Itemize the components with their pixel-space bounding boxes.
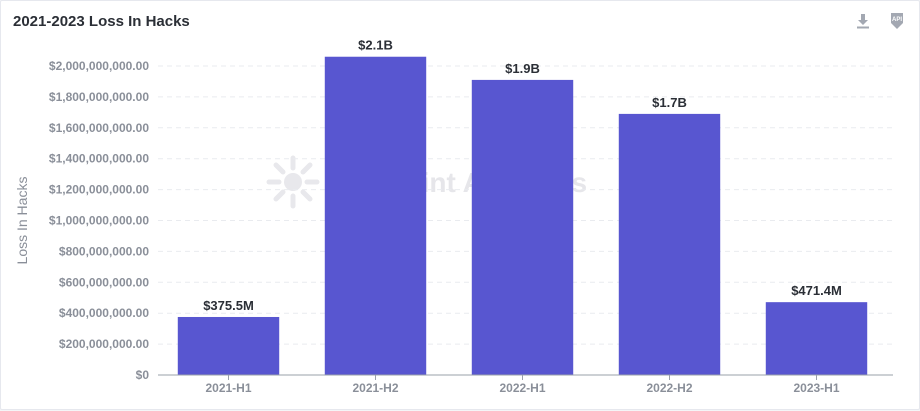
bar-2023-H1[interactable] xyxy=(765,302,868,375)
data-label: $2.1B xyxy=(358,38,393,53)
bars xyxy=(177,56,868,376)
y-tick-label: $0 xyxy=(136,368,150,382)
bar-2021-H1[interactable] xyxy=(177,316,280,375)
chart-title: 2021-2023 Loss In Hacks xyxy=(13,13,190,30)
y-tick-label: $1,000,000,000.00 xyxy=(49,214,149,228)
y-tick-label: $200,000,000.00 xyxy=(59,337,149,351)
bar-2022-H2[interactable] xyxy=(618,113,721,376)
x-axis-ticks: 2021-H1 2021-H2 2022-H1 2022-H2 2023-H1 xyxy=(205,375,840,395)
y-tick-label: $1,200,000,000.00 xyxy=(49,183,149,197)
api-icon-text: API xyxy=(892,17,902,23)
y-tick-label: $1,600,000,000.00 xyxy=(49,121,149,135)
y-tick-label: $1,400,000,000.00 xyxy=(49,152,149,166)
y-tick-label: $1,800,000,000.00 xyxy=(49,90,149,104)
x-tick-label: 2021-H1 xyxy=(205,381,251,395)
download-icon xyxy=(857,14,869,29)
y-tick-label: $800,000,000.00 xyxy=(59,244,149,258)
x-tick-label: 2022-H2 xyxy=(646,381,692,395)
x-tick-label: 2022-H1 xyxy=(499,381,545,395)
bar-2022-H1[interactable] xyxy=(471,79,574,375)
data-label: $375.5M xyxy=(203,298,254,313)
y-axis-ticks: $0 $200,000,000.00 $400,000,000.00 $600,000… xyxy=(49,59,149,382)
bar-2021-H2[interactable] xyxy=(324,56,427,375)
y-tick-label: $2,000,000,000.00 xyxy=(49,59,149,73)
y-tick-label: $600,000,000.00 xyxy=(59,275,149,289)
chart-toolbar: API xyxy=(853,11,907,31)
api-button[interactable]: API xyxy=(887,11,907,31)
watermark-logo-icon xyxy=(266,155,320,209)
api-icon: API xyxy=(891,13,903,29)
data-labels: $375.5M $2.1B $1.9B $1.7B $471.4M xyxy=(203,38,842,313)
x-tick-label: 2023-H1 xyxy=(793,381,839,395)
data-label: $1.7B xyxy=(652,95,687,110)
y-axis-label: Loss In Hacks xyxy=(14,177,30,265)
download-button[interactable] xyxy=(853,11,873,31)
data-label: $471.4M xyxy=(791,283,842,298)
y-tick-label: $400,000,000.00 xyxy=(59,306,149,320)
data-label: $1.9B xyxy=(505,61,540,76)
x-tick-label: 2021-H2 xyxy=(352,381,398,395)
